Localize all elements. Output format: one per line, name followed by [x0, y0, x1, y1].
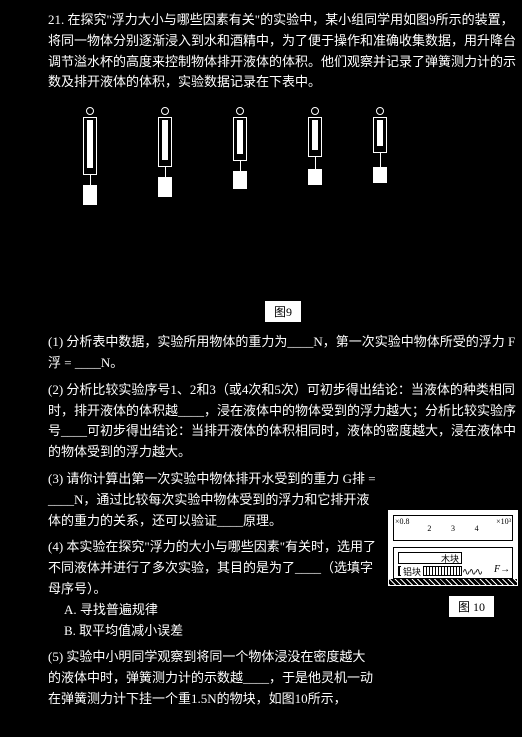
hook-icon — [236, 107, 244, 115]
scale-body — [83, 117, 97, 175]
hook-icon — [86, 107, 94, 115]
ruler-unit-right: ×10³ — [496, 517, 511, 526]
weight-block — [83, 185, 97, 205]
wood-label: 木块 — [441, 552, 459, 565]
spring-icon: ∿∿∿ — [462, 567, 481, 578]
scale-column — [377, 120, 383, 146]
scale-body — [233, 117, 247, 161]
q21-p2-label: (2) — [48, 382, 63, 397]
wood-block: 木块 — [398, 552, 462, 564]
q21-number: 21. — [48, 12, 64, 27]
figure-9-caption: 图9 — [265, 301, 301, 322]
figure-10: ×0.8 ×10³ 2 3 4 木块 铝块 ∿∿∿ F→ — [388, 510, 518, 586]
q21-p4-optB: B. 取平均值减小误差 — [64, 621, 378, 642]
hook-icon — [311, 107, 319, 115]
q21-p2-text: 分析比较实验序号1、2和3（或4次和5次）可初步得出结论：当液体的种类相同时，排… — [48, 382, 516, 459]
scale-body — [373, 117, 387, 153]
q21-part5: (5) 实验中小明同学观察到将同一个物体浸没在密度越大的液体中时，弹簧测力计的示… — [48, 647, 378, 709]
spring-scale-2 — [158, 107, 172, 197]
ruler-num-4: 4 — [475, 524, 479, 533]
q21-part1: (1) 分析表中数据，实验所用物体的重力为____N，第一次实验中物体所受的浮力… — [48, 332, 518, 374]
q21-p4-optA: A. 寻找普遍规律 — [64, 600, 378, 621]
force-label: F — [494, 564, 500, 575]
hanger-wire — [165, 167, 166, 177]
spring-scale-4 — [308, 107, 322, 185]
figure-10-caption: 图 10 — [449, 596, 494, 617]
q21-p4-label: (4) — [48, 539, 63, 554]
aluminum-block: 铝块 — [398, 566, 462, 576]
hanger-wire — [315, 157, 316, 169]
weight-block — [308, 169, 322, 185]
hanger-wire — [380, 153, 381, 167]
scale-column — [312, 120, 318, 150]
hanger-wire — [240, 161, 241, 171]
force-arrow: F→ — [494, 564, 510, 575]
figure-10-scene: 木块 铝块 ∿∿∿ F→ — [393, 547, 513, 579]
q21-part2: (2) 分析比较实验序号1、2和3（或4次和5次）可初步得出结论：当液体的种类相… — [48, 380, 518, 463]
weight-block — [373, 167, 387, 183]
q21-p1-text: 分析表中数据，实验所用物体的重力为____N，第一次实验中物体所受的浮力 F浮 … — [48, 334, 515, 370]
q21-p5-label: (5) — [48, 649, 63, 664]
spring-scale-5 — [373, 107, 387, 183]
spring-scale-3 — [233, 107, 247, 189]
q21-p4-options: A. 寻找普遍规律 B. 取平均值减小误差 — [48, 600, 378, 642]
q21-p5-text: 实验中小明同学观察到将同一个物体浸没在密度越大的液体中时，弹簧测力计的示数越__… — [48, 649, 373, 706]
q21-part3: (3) 请你计算出第一次实验中物体排开水受到的重力 G排 = ____N，通过比… — [48, 469, 378, 531]
spring-scale-1 — [83, 107, 97, 205]
page-content: 21. 在探究"浮力大小与哪些因素有关"的实验中，某小组同学用如图9所示的装置，… — [48, 10, 518, 710]
q21-p1-label: (1) — [48, 334, 63, 349]
scale-column — [87, 120, 93, 168]
scale-column — [162, 120, 168, 160]
scale-column — [237, 120, 243, 154]
q21-intro: 21. 在探究"浮力大小与哪些因素有关"的实验中，某小组同学用如图9所示的装置，… — [48, 10, 518, 93]
q21-p3-text: 请你计算出第一次实验中物体排开水受到的重力 G排 = ____N，通过比较每次实… — [48, 471, 376, 528]
figure-10-box: ×0.8 ×10³ 2 3 4 木块 铝块 ∿∿∿ F→ — [388, 510, 518, 586]
ruler-num-3: 3 — [451, 524, 455, 533]
al-label: 铝块 — [401, 565, 423, 578]
q21-part4: (4) 本实验在探究"浮力的大小与哪些因素"有关时，选用了不同液体并进行了多次实… — [48, 537, 378, 641]
hook-icon — [161, 107, 169, 115]
scale-body — [308, 117, 322, 157]
scale-body — [158, 117, 172, 167]
weight-block — [158, 177, 172, 197]
hook-icon — [376, 107, 384, 115]
ruler-unit-left: ×0.8 — [395, 517, 410, 526]
q21-intro-text: 在探究"浮力大小与哪些因素有关"的实验中，某小组同学用如图9所示的装置，将同一物… — [48, 12, 516, 89]
figure-10-caption-wrap: 图 10 — [449, 596, 494, 617]
hanger-wire — [90, 175, 91, 185]
q21-p4-text: 本实验在探究"浮力的大小与哪些因素"有关时，选用了不同液体并进行了多次实验，其目… — [48, 539, 376, 596]
weight-block — [233, 171, 247, 189]
ruler-num-2: 2 — [427, 524, 431, 533]
ground-hatch — [389, 579, 517, 585]
figure-9 — [53, 107, 433, 297]
figure-10-ruler: ×0.8 ×10³ 2 3 4 — [393, 515, 513, 541]
q21-p3-label: (3) — [48, 471, 63, 486]
figure-9-caption-wrap: 图9 — [48, 301, 518, 322]
